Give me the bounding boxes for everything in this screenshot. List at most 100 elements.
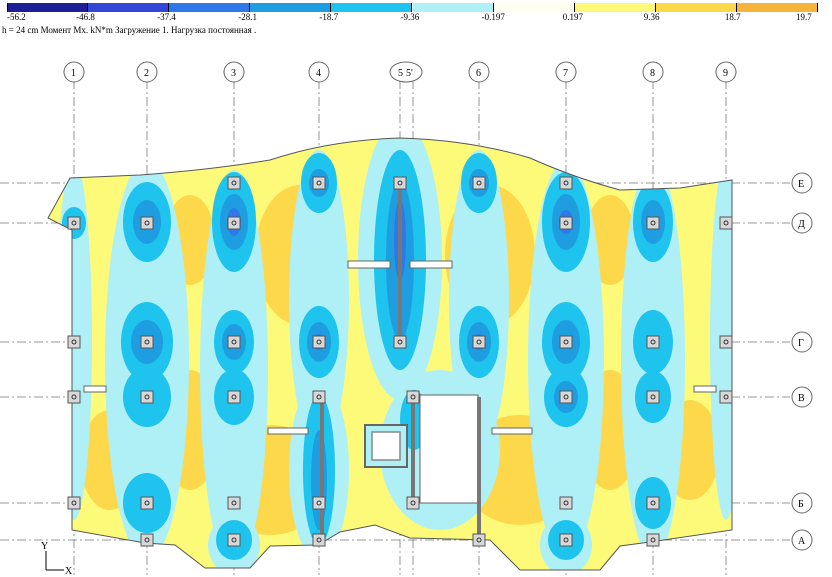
legend-swatch [331,3,413,12]
column [719,216,733,230]
column [140,216,154,230]
column [312,390,326,404]
axis-bubble-row-5: А [791,529,813,551]
column-node [723,339,729,345]
column-node [71,220,77,226]
column [67,390,81,404]
column-node [316,180,322,186]
column [719,335,733,349]
column-node [144,537,150,543]
legend-swatch [655,3,737,12]
column [67,216,81,230]
axis-bubble-row-0: Е [791,172,813,194]
column-node [563,339,569,345]
column [140,496,154,510]
column-node [723,394,729,400]
column [67,335,81,349]
column [227,216,241,230]
column [140,335,154,349]
column-node [231,500,237,506]
axis-label: 5' [406,68,413,79]
column-node [410,394,416,400]
column-node [316,537,322,543]
walls [320,183,481,540]
slab-openings [83,260,717,504]
column-node [397,180,403,186]
column-supports [67,176,733,547]
axis-bubble-row-4: Б [791,492,813,514]
column-node [231,537,237,543]
column-node [476,339,482,345]
legend-label: 0.197 [562,12,583,22]
axis-label: Д [798,219,805,230]
legend-label: -0.197 [481,12,505,22]
plot-caption: h = 24 cm Момент Mx. kN*m Загружение 1. … [2,25,257,35]
column-node [397,339,403,345]
column-node [563,537,569,543]
column [393,176,407,190]
legend-label: 18.7 [724,12,741,22]
column [227,533,241,547]
legend-label: -18.7 [319,12,339,22]
column [559,335,573,349]
column [472,176,486,190]
column-node [650,537,656,543]
column-node [71,394,77,400]
column-node [71,339,77,345]
column-node [316,500,322,506]
legend-swatch [7,3,89,12]
column [646,390,660,404]
column [227,176,241,190]
legend-label: -28.1 [238,12,258,22]
legend-swatch [574,3,656,12]
column-node [231,339,237,345]
axis-bubble-1: 1 [63,61,85,83]
column [646,335,660,349]
column-node [144,220,150,226]
axis-label: Б [798,499,804,510]
column-node [410,500,416,506]
axis-bubble-3: 3 [223,61,245,83]
legend-swatch [736,3,818,12]
column [312,496,326,510]
column-node [563,180,569,186]
axis-label: 6 [476,68,481,79]
axis-bubble-2: 2 [136,61,158,83]
legend-swatch [493,3,575,12]
column [719,390,733,404]
axis-bubble-5: 5 [389,61,423,83]
column [406,496,420,510]
legend-label: 9.36 [643,12,660,22]
column [227,390,241,404]
legend-swatch [169,3,251,12]
column [67,496,81,510]
column [559,216,573,230]
legend-swatch [412,3,494,12]
x-axis-label: X [65,566,73,577]
column [472,533,486,547]
axis-label: 3 [231,68,236,79]
column-node [144,500,150,506]
legend-label: -56.2 [7,12,26,22]
column-node [723,220,729,226]
axis-markers: 1 2 3 4 5 5' 6 7 8 9 Е Д Г В Б А [63,61,813,551]
column-node [650,394,656,400]
column-node [144,339,150,345]
column-node [476,180,482,186]
axis-bubble-10: 9 [715,61,737,83]
slab-outline [47,137,733,571]
axis-label: 1 [71,68,76,79]
column-node [476,537,482,543]
column [646,496,660,510]
column [646,533,660,547]
axis-bubble-row-1: Д [791,212,813,234]
column-node [563,394,569,400]
column-node [231,220,237,226]
column-node [144,394,150,400]
axis-label: Е [798,179,804,190]
axis-bubble-8: 7 [555,61,577,83]
axis-label: 5 [398,68,403,79]
legend-swatch [88,3,170,12]
axis-label: 4 [316,68,321,79]
